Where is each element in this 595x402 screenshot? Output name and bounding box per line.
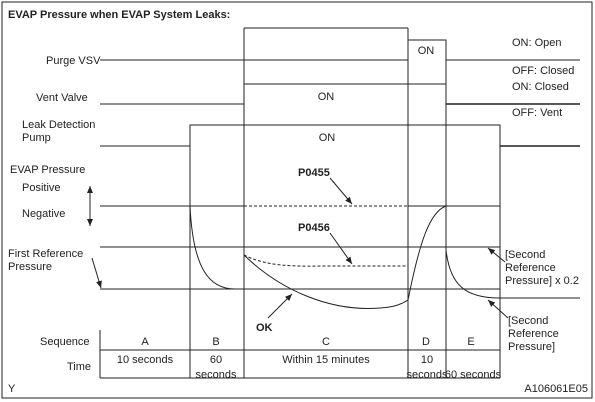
label: Positive <box>22 182 61 194</box>
label: Pump <box>22 132 51 144</box>
on-label: ON <box>418 45 435 57</box>
time-label: Within 15 minutes <box>282 354 370 366</box>
p0456-curve <box>243 254 408 267</box>
label: OFF: Vent <box>512 107 562 119</box>
time-label: 10 seconds <box>117 354 174 366</box>
label: Negative <box>22 208 65 220</box>
label: EVAP Pressure <box>10 164 85 176</box>
pump-wave <box>100 124 580 147</box>
p0456-arrow <box>329 232 353 265</box>
note: Pressure] <box>508 341 555 353</box>
label: ON: Closed <box>512 81 569 93</box>
ok-curve <box>243 206 409 309</box>
phase-lines <box>99 27 501 379</box>
label: Purge VSV <box>46 55 101 67</box>
vent-valve-wave <box>100 83 580 105</box>
code-label: OK <box>256 322 273 334</box>
second-ref-arrow <box>487 299 509 319</box>
sequence-letter: D <box>422 336 430 348</box>
label: Time <box>67 361 91 373</box>
purge-vsv-wave <box>100 39 580 61</box>
code-label: P0456 <box>298 222 330 234</box>
first-reference-arrow <box>91 257 102 289</box>
sequence-letter: B <box>212 336 219 348</box>
note: [Second <box>508 315 548 327</box>
label: ON: Open <box>512 37 562 49</box>
sequence-letter: A <box>141 336 149 348</box>
note: Reference <box>508 328 559 340</box>
pressure-curve <box>189 205 236 290</box>
code-label: P0455 <box>298 167 330 179</box>
on-label: ON <box>319 132 336 144</box>
label: Leak Detection <box>22 119 95 131</box>
p0455-arrow <box>329 177 353 205</box>
note: Reference <box>505 262 556 274</box>
vent-curve <box>407 205 447 301</box>
footer-right: A106061E05 <box>524 383 588 395</box>
label: Pressure <box>8 261 52 273</box>
footer-left: Y <box>8 383 16 395</box>
time-label: seconds <box>407 369 448 381</box>
note: Pressure] x 0.2 <box>505 275 579 287</box>
second-ref-x02-arrow <box>487 247 506 263</box>
label: Vent Valve <box>36 92 88 104</box>
sequence-letter: E <box>467 336 474 348</box>
time-label: 60 <box>210 354 222 366</box>
recover-curve <box>445 206 580 299</box>
time-label: 60 seconds <box>445 369 502 381</box>
sequence-letter: C <box>322 336 330 348</box>
note: [Second <box>505 249 545 261</box>
label: OFF: Closed <box>512 65 574 77</box>
time-label: seconds <box>196 369 237 381</box>
label: First Reference <box>8 248 83 260</box>
ok-arrow <box>267 293 293 319</box>
time-label: 10 <box>421 354 433 366</box>
on-label: ON <box>318 91 335 103</box>
title: EVAP Pressure when EVAP System Leaks: <box>8 9 230 21</box>
label: Sequence <box>40 336 90 348</box>
